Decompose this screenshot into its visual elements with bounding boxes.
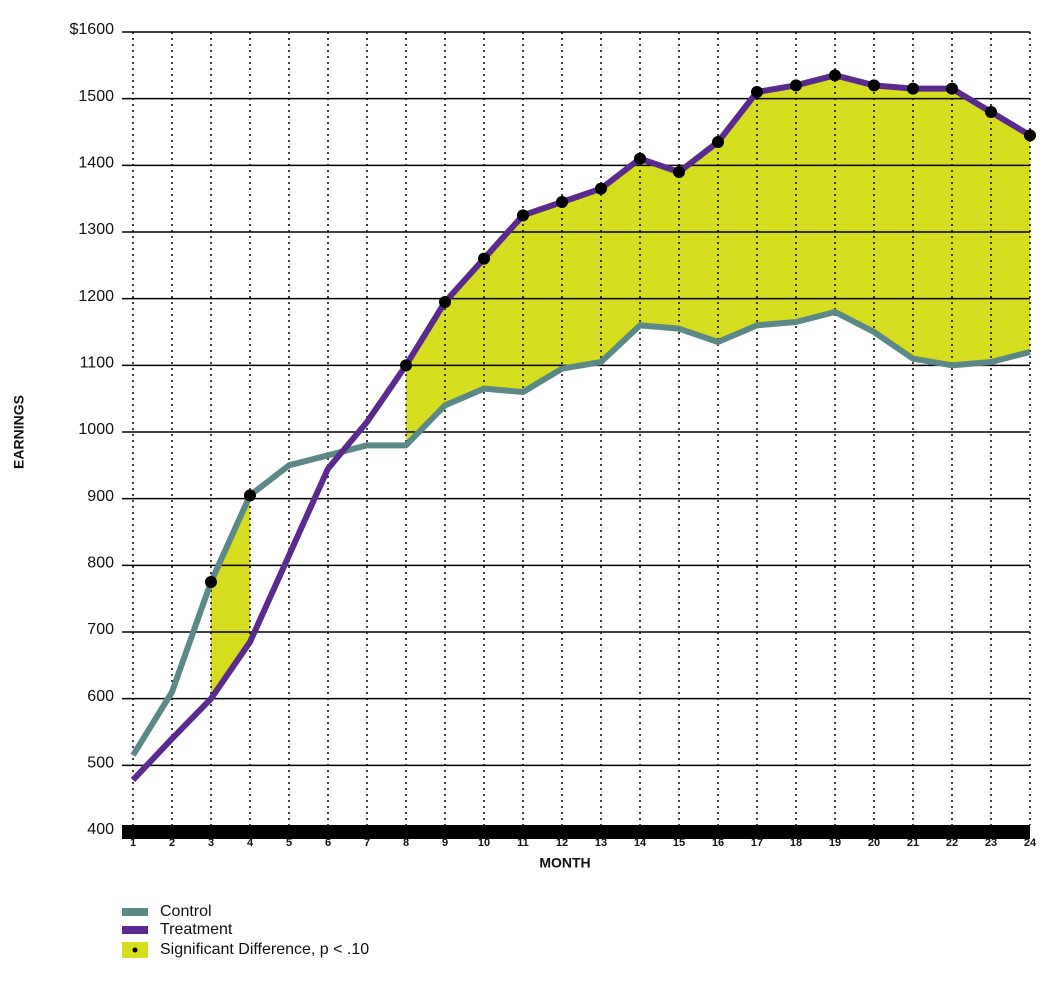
significance-dot	[673, 166, 685, 178]
x-tick-label: 2	[169, 837, 175, 849]
x-tick-label: 17	[751, 837, 763, 849]
significance-dot	[790, 79, 802, 92]
x-axis-title: MONTH	[539, 855, 590, 871]
legend-swatch	[122, 926, 148, 934]
significant-area	[211, 495, 250, 699]
significance-dot	[868, 79, 880, 92]
x-tick-label: 20	[868, 837, 880, 849]
x-tick-label: 1	[130, 837, 136, 849]
x-tick-label: 11	[517, 837, 529, 849]
x-tick-label: 6	[325, 837, 331, 849]
significance-dot	[244, 489, 256, 502]
x-tick-label: 8	[403, 837, 409, 849]
x-tick-label: 14	[634, 837, 647, 849]
significance-dot	[829, 69, 841, 82]
y-axis-title: EARNINGS	[11, 395, 27, 469]
significance-dot	[712, 136, 724, 148]
x-axis-bar	[122, 825, 1030, 839]
x-tick-label: 19	[829, 837, 841, 849]
x-tick-label: 15	[673, 837, 685, 849]
y-tick-label: $1600	[70, 21, 115, 38]
x-tick-label: 23	[985, 837, 997, 849]
text-layer: 4005006007008009001000110012001300140015…	[70, 21, 1037, 958]
legend-label: Treatment	[160, 921, 233, 938]
significance-dot	[400, 359, 412, 372]
significance-dot	[517, 209, 529, 222]
y-tick-label: 1300	[78, 221, 114, 238]
significance-dot	[595, 182, 607, 195]
y-tick-label: 1500	[78, 88, 114, 105]
significance-dot	[478, 252, 490, 265]
x-tick-label: 18	[790, 837, 802, 849]
lines-layer	[130, 72, 1032, 783]
legend-label: Significant Difference, p < .10	[160, 941, 369, 958]
legend-dot	[132, 947, 138, 953]
grid-layer	[122, 31, 1031, 839]
significance-dot	[634, 152, 646, 165]
x-tick-label: 5	[286, 837, 292, 849]
significance-dot	[205, 576, 217, 588]
series-line	[130, 72, 1032, 783]
y-tick-label: 1200	[78, 288, 114, 305]
y-tick-label: 400	[87, 821, 114, 838]
x-tick-label: 12	[556, 837, 568, 849]
y-tick-label: 800	[87, 555, 114, 572]
y-tick-label: 1100	[80, 355, 115, 372]
significance-dot	[1024, 129, 1036, 142]
x-tick-label: 21	[907, 837, 919, 849]
significance-dot	[985, 106, 997, 118]
significance-dot	[556, 196, 568, 208]
x-tick-label: 4	[247, 837, 254, 849]
y-tick-label: 1400	[78, 155, 114, 172]
x-tick-label: 22	[946, 837, 958, 849]
significance-dot	[907, 82, 919, 95]
legend-label: Control	[160, 903, 212, 920]
x-tick-label: 10	[478, 837, 490, 849]
y-tick-label: 1000	[78, 421, 114, 438]
y-tick-label: 600	[87, 688, 114, 705]
x-tick-label: 16	[712, 837, 724, 849]
x-tick-label: 9	[442, 837, 448, 849]
significance-dot	[751, 86, 763, 98]
series-line	[130, 309, 1031, 757]
y-tick-label: 700	[87, 621, 114, 638]
y-tick-label: 500	[87, 755, 114, 772]
x-tick-label: 24	[1024, 837, 1037, 849]
legend-swatch	[122, 908, 148, 916]
x-tick-label: 3	[208, 837, 214, 849]
area-layer	[211, 75, 1030, 699]
x-tick-label: 7	[364, 837, 370, 849]
x-tick-label: 13	[595, 837, 607, 849]
significance-dot	[439, 296, 451, 308]
dots-layer	[205, 69, 1036, 588]
y-tick-label: 900	[87, 488, 114, 505]
significance-dot	[946, 82, 958, 95]
